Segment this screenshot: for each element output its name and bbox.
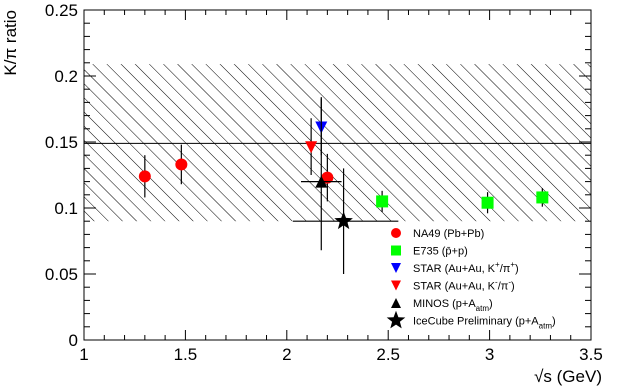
legend-entry-star_pos: STAR (Au+Au, K+/π+): [391, 260, 519, 275]
legend-marker-star_neg: [391, 280, 401, 291]
legend-label-star_neg: STAR (Au+Au, K-/π-): [413, 278, 515, 293]
y-tick-label: 0.05: [45, 265, 78, 284]
e735-point: [536, 188, 549, 207]
star_neg-marker: [305, 141, 318, 154]
e735-marker: [376, 195, 389, 208]
e735-marker: [536, 191, 549, 204]
legend-entry-minos: MINOS (p+Aatm): [391, 298, 493, 313]
uncertainty-band: [84, 64, 591, 222]
legend: NA49 (Pb+Pb) E735 (p̄+p) STAR (Au+Au, K+/π…: [386, 228, 556, 331]
legend-label-e735: E735 (p̄+p): [413, 246, 468, 258]
legend-label-na49: NA49 (Pb+Pb): [413, 228, 484, 240]
x-tick-label: 1: [79, 345, 88, 364]
y-tick-label: 0.2: [54, 67, 78, 86]
na49-marker: [138, 170, 151, 183]
e735-marker: [481, 196, 494, 209]
na49-marker: [175, 158, 188, 171]
legend-entry-na49: NA49 (Pb+Pb): [391, 228, 484, 240]
band-hatch: [84, 64, 591, 222]
legend-entry-icecube: IceCube Preliminary (p+Aatm): [386, 310, 556, 331]
legend-marker-na49: [391, 228, 401, 238]
plot-border: [83, 9, 592, 341]
plot-frame: [83, 9, 592, 341]
y-tick-label: 0.1: [54, 199, 78, 218]
x-tick-label: 2.5: [376, 345, 400, 364]
legend-marker-icecube: [386, 310, 406, 329]
x-tick-label: 3: [485, 345, 494, 364]
x-tick-label: 3.5: [579, 345, 603, 364]
legend-marker-star_pos: [391, 263, 401, 273]
legend-label-icecube: IceCube Preliminary (p+Aatm): [413, 316, 556, 331]
data-points: [138, 97, 549, 274]
y-axis-title: K/π ratio: [1, 10, 20, 76]
legend-entry-star_neg: STAR (Au+Au, K-/π-): [391, 278, 515, 293]
na49-marker: [321, 171, 334, 184]
y-tick-label: 0.15: [45, 133, 78, 152]
x-tick-label: 1.5: [174, 345, 198, 364]
legend-label-minos: MINOS (p+Aatm): [413, 298, 493, 313]
na49-point: [321, 153, 334, 202]
e735-point: [481, 192, 494, 214]
x-axis-title: √s (GeV): [534, 367, 602, 386]
na49-point: [175, 144, 188, 185]
na49-point: [138, 155, 151, 198]
axis-ticks: 1 1.5 2 2.5 3 3.5 0 0.05 0.1 0.15 0.2 0.25: [45, 1, 603, 364]
icecube-marker: [334, 211, 353, 230]
legend-entry-e735: E735 (p̄+p): [391, 245, 468, 258]
y-tick-label: 0.25: [45, 1, 78, 20]
minos-point: [300, 98, 342, 251]
legend-marker-minos: [391, 298, 401, 308]
legend-marker-e735: [391, 245, 401, 256]
e735-point: [376, 190, 389, 212]
icecube-point: [292, 168, 399, 274]
y-tick-label: 0: [69, 331, 78, 350]
minos-marker: [315, 175, 328, 188]
star_neg-point: [305, 118, 318, 175]
x-tick-label: 2: [282, 345, 291, 364]
legend-label-star_pos: STAR (Au+Au, K+/π+): [413, 260, 519, 275]
